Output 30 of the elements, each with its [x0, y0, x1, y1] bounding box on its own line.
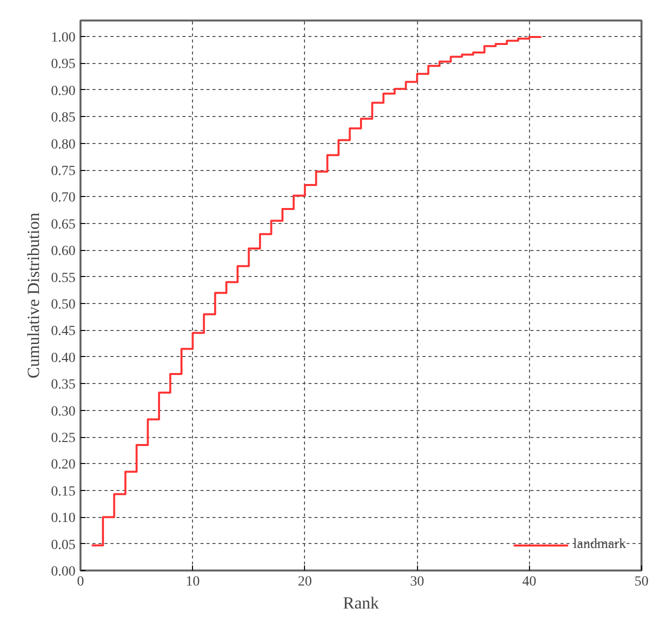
legend-label: landmark — [573, 537, 626, 553]
x-axis-title: Rank — [343, 594, 380, 612]
y-tick-label: 0.75 — [51, 164, 76, 180]
x-tick-label: 50 — [634, 574, 648, 590]
y-tick-label: 0.90 — [51, 84, 76, 99]
y-tick-label: 0.70 — [51, 190, 76, 206]
y-tick-label: 0.25 — [51, 431, 76, 446]
y-tick-label: 0.00 — [51, 564, 76, 580]
x-tick-label: 0 — [77, 574, 84, 590]
y-tick-label: 0.15 — [51, 484, 76, 500]
y-tick-label: 0.80 — [51, 137, 76, 152]
y-tick-label: 0.45 — [51, 324, 76, 340]
y-tick-label: 0.95 — [51, 57, 76, 72]
y-tick-label: 0.30 — [51, 404, 76, 420]
x-tick-label: 10 — [186, 574, 200, 590]
y-tick-label: 0.20 — [51, 458, 76, 473]
y-tick-label: 0.10 — [51, 511, 76, 526]
y-tick-label: 0.55 — [51, 270, 76, 286]
x-tick-label: 40 — [522, 574, 536, 590]
y-tick-label: 0.50 — [51, 298, 76, 313]
x-tick-label: 20 — [298, 574, 312, 590]
y-tick-label: 1.00 — [51, 30, 76, 46]
y-tick-label: 0.60 — [51, 244, 76, 260]
y-tick-label: 0.85 — [51, 110, 76, 126]
y-tick-label: 0.05 — [51, 538, 76, 553]
y-axis-title: Cumulative Distribution — [24, 212, 43, 378]
y-tick-label: 0.40 — [51, 350, 76, 366]
y-tick-label: 0.65 — [51, 217, 76, 232]
x-tick-label: 30 — [410, 574, 424, 590]
y-tick-label: 0.35 — [51, 378, 76, 393]
